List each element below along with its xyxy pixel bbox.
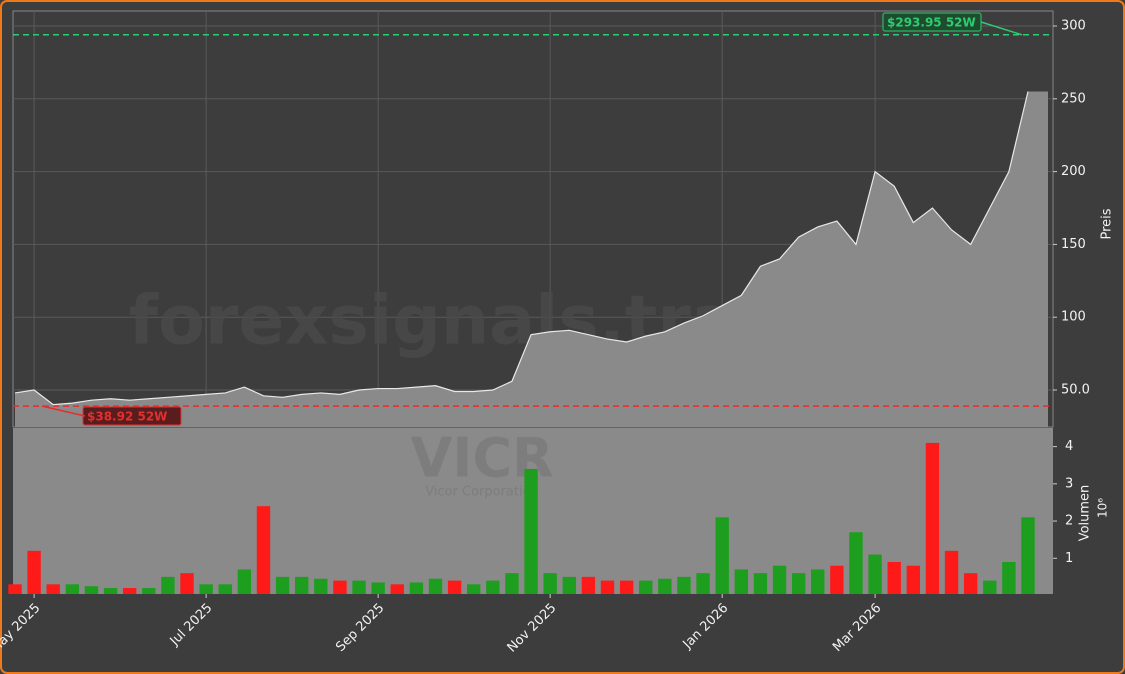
volume-bar: [906, 565, 921, 594]
volume-bar: [677, 576, 691, 594]
volume-bar: [983, 580, 997, 594]
y-tick-label: 3: [1065, 476, 1073, 491]
volume-bar: [428, 578, 443, 594]
volume-bar: [142, 588, 156, 594]
volume-bar: [409, 582, 424, 594]
volume-bar: [562, 576, 576, 594]
volume-bar: [811, 569, 825, 594]
volume-bar: [218, 584, 232, 594]
volume-bar: [390, 584, 404, 594]
volume-bar: [237, 569, 252, 594]
volume-bar: [314, 578, 328, 594]
volume-bar: [122, 588, 137, 594]
volume-bar: [84, 586, 99, 594]
volume-bar: [103, 588, 118, 594]
y-tick-label: 100: [1061, 310, 1086, 325]
volume-bar: [505, 573, 519, 594]
volume-bar: [8, 584, 22, 594]
volume-bar: [600, 580, 615, 594]
volume-bar: [734, 569, 748, 594]
volume-bar: [696, 573, 710, 594]
level-arrow: [980, 21, 1023, 36]
volume-bar: [868, 554, 882, 594]
volume-bar: [27, 550, 41, 594]
volume-bar: [524, 468, 538, 594]
offset-label: 10⁶: [1096, 498, 1110, 518]
price-line: [14, 91, 1029, 406]
volume-bar: [887, 561, 901, 594]
volume-bar: [619, 580, 634, 594]
volume-bar: [772, 565, 787, 594]
volume-bar: [295, 576, 309, 594]
y-tick-label: 200: [1061, 164, 1086, 179]
volume-bar: [658, 578, 672, 594]
y-tick-label: 300: [1061, 18, 1086, 33]
volume-bar: [753, 573, 768, 594]
volume-bar: [543, 573, 557, 594]
y-tick-label: 150: [1061, 237, 1086, 252]
y-tick-label: 4: [1065, 439, 1073, 454]
volume-bar: [581, 576, 596, 594]
volume-bar: [944, 550, 959, 594]
volume-bar: [1002, 561, 1016, 594]
watermark-company: Vicor Corporation: [425, 485, 539, 500]
volume-bar: [963, 573, 978, 594]
volume-bar: [180, 573, 194, 594]
volume-bar: [830, 565, 844, 594]
volume-bar: [486, 580, 500, 594]
price-area: [15, 91, 1028, 428]
volume-bar: [447, 580, 462, 594]
level-arrow: [41, 405, 86, 417]
y-tick-label: 250: [1061, 91, 1086, 106]
volume-bar: [925, 442, 940, 594]
level-label-text: $293.95 52W: [887, 16, 976, 30]
level-label-text: $38.92 52W: [87, 410, 167, 424]
volume-bar: [849, 532, 863, 594]
y-tick-label: 1: [1065, 551, 1073, 566]
volume-bar: [467, 584, 481, 594]
volume-bar: [1021, 517, 1035, 594]
y-tick-label: 2: [1065, 514, 1073, 529]
volume-bar: [46, 584, 60, 594]
last-price-band: [1028, 91, 1048, 428]
level-label: $293.95 52W: [882, 12, 982, 32]
volume-bar: [333, 580, 347, 594]
volume-bar: [371, 582, 385, 594]
volume-bar: [715, 517, 729, 594]
volume-bar: [199, 584, 213, 594]
level-label: $38.92 52W: [82, 406, 182, 426]
y-tick-label: 50.0: [1061, 383, 1090, 398]
volume-bar: [352, 580, 366, 594]
volume-bar: [161, 576, 175, 594]
volume-bar: [65, 584, 80, 594]
volume-bar: [275, 576, 290, 594]
y-axis-label: Volumen: [1078, 485, 1093, 542]
y-axis-label: Preis: [1100, 208, 1115, 239]
volume-bar: [639, 580, 653, 594]
volume-bar: [791, 573, 806, 594]
volume-bar: [256, 506, 271, 594]
